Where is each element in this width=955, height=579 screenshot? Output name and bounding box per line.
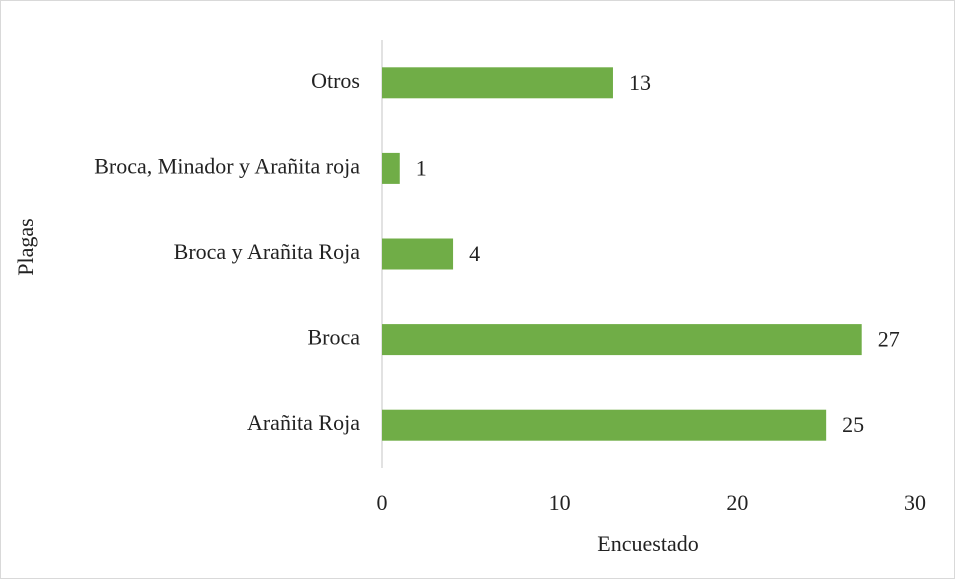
bar bbox=[382, 409, 827, 441]
data-label: 25 bbox=[842, 412, 864, 437]
y-tick-label: Broca bbox=[307, 325, 360, 350]
y-axis-title: Plagas bbox=[13, 218, 38, 275]
bar bbox=[382, 152, 400, 184]
data-label: 1 bbox=[416, 155, 427, 180]
x-tick-label: 20 bbox=[726, 490, 748, 515]
data-label: 27 bbox=[878, 327, 900, 352]
x-axis-title: Encuestado bbox=[597, 531, 698, 556]
bar bbox=[382, 67, 613, 99]
x-tick-label: 0 bbox=[377, 490, 388, 515]
bar bbox=[382, 238, 454, 270]
y-tick-label: Otros bbox=[311, 68, 360, 93]
y-tick-label: Broca, Minador y Arañita roja bbox=[94, 153, 360, 178]
data-label: 13 bbox=[629, 70, 651, 95]
y-tick-label: Broca y Arañita Roja bbox=[174, 239, 361, 264]
bar bbox=[382, 324, 862, 356]
x-tick-label: 10 bbox=[549, 490, 571, 515]
x-tick-label: 30 bbox=[904, 490, 926, 515]
data-label: 4 bbox=[469, 241, 480, 266]
y-tick-label: Arañita Roja bbox=[247, 410, 360, 435]
